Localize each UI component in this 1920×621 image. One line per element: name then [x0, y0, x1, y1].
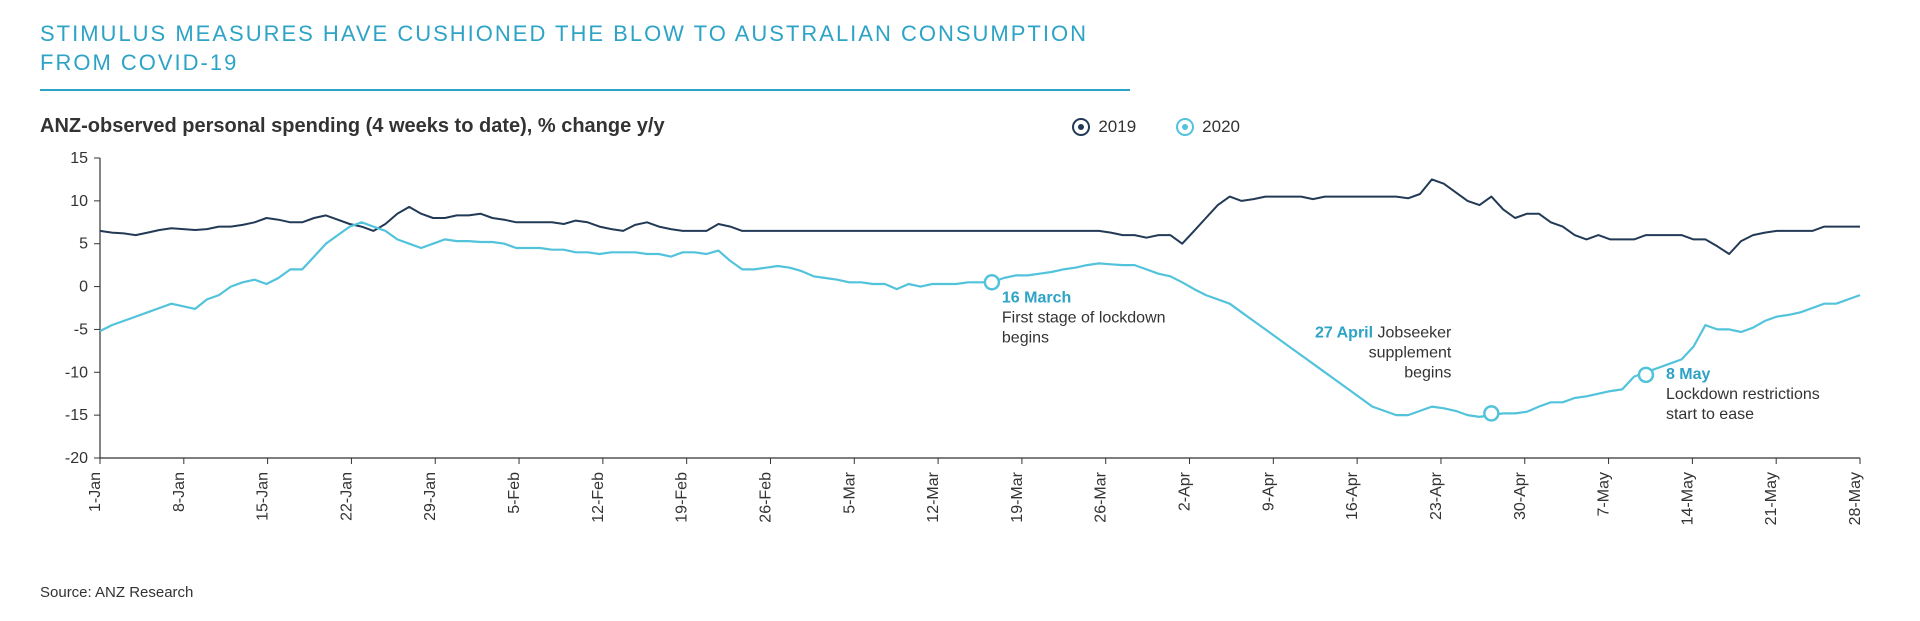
svg-text:12-Feb: 12-Feb [590, 472, 607, 523]
svg-text:23-Apr: 23-Apr [1428, 472, 1445, 521]
svg-text:-5: -5 [74, 322, 88, 339]
svg-text:16-Apr: 16-Apr [1344, 472, 1361, 521]
svg-text:19-Feb: 19-Feb [674, 472, 691, 523]
svg-text:-15: -15 [65, 407, 88, 424]
svg-text:10: 10 [70, 193, 88, 210]
legend-label: 2019 [1098, 117, 1136, 137]
chart-legend: 2019 2020 [1072, 117, 1240, 137]
svg-text:0: 0 [79, 279, 88, 296]
svg-text:begins: begins [1404, 365, 1451, 382]
chart-source: Source: ANZ Research [40, 584, 1880, 601]
svg-text:First stage of lockdown: First stage of lockdown [1002, 309, 1166, 326]
legend-marker-2019 [1072, 118, 1090, 136]
svg-text:-10: -10 [65, 364, 88, 381]
svg-text:1-Jan: 1-Jan [87, 472, 104, 512]
chart-svg: -20 -15 -10 -5 0 5 10 15 1-Jan 8-Jan 15-Jan 22-Jan 2… [40, 148, 1880, 578]
svg-text:26-Mar: 26-Mar [1093, 472, 1110, 523]
chart-title: STIMULUS MEASURES HAVE CUSHIONED THE BLO… [40, 20, 1880, 77]
chart-area: -20 -15 -10 -5 0 5 10 15 1-Jan 8-Jan 15-Jan 22-Jan 2… [40, 148, 1880, 578]
chart-title-line1: STIMULUS MEASURES HAVE CUSHIONED THE BLO… [40, 21, 1088, 46]
svg-text:supplement: supplement [1369, 345, 1452, 362]
svg-text:12-Mar: 12-Mar [925, 472, 942, 523]
svg-text:26-Feb: 26-Feb [757, 472, 774, 523]
svg-text:28-May: 28-May [1847, 472, 1864, 525]
subtitle-row: ANZ-observed personal spending (4 weeks … [40, 115, 1880, 138]
svg-text:8-Jan: 8-Jan [171, 472, 188, 512]
svg-text:8 May: 8 May [1666, 366, 1711, 383]
svg-text:15: 15 [70, 150, 88, 167]
svg-text:9-Apr: 9-Apr [1260, 472, 1277, 512]
svg-text:16 March: 16 March [1002, 289, 1071, 306]
chart-subtitle: ANZ-observed personal spending (4 weeks … [40, 115, 1072, 138]
svg-text:start to ease: start to ease [1666, 406, 1754, 423]
svg-text:14-May: 14-May [1679, 472, 1696, 525]
svg-text:5-Feb: 5-Feb [506, 472, 523, 514]
svg-text:2-Apr: 2-Apr [1177, 472, 1194, 512]
svg-text:15-Jan: 15-Jan [255, 472, 272, 521]
chart-title-line2: FROM COVID-19 [40, 50, 238, 75]
legend-label: 2020 [1202, 117, 1240, 137]
svg-text:30-Apr: 30-Apr [1512, 472, 1529, 521]
svg-text:5: 5 [79, 236, 88, 253]
svg-text:Lockdown restrictions: Lockdown restrictions [1666, 386, 1820, 403]
svg-text:begins: begins [1002, 329, 1049, 346]
svg-text:-20: -20 [65, 450, 88, 467]
svg-text:27 April Jobseeker: 27 April Jobseeker [1315, 325, 1452, 342]
title-rule [40, 89, 1130, 91]
svg-text:7-May: 7-May [1596, 472, 1613, 516]
svg-text:29-Jan: 29-Jan [422, 472, 439, 521]
svg-text:19-Mar: 19-Mar [1009, 472, 1026, 523]
legend-item-2020: 2020 [1176, 117, 1240, 137]
legend-marker-2020 [1176, 118, 1194, 136]
svg-text:22-Jan: 22-Jan [338, 472, 355, 521]
svg-text:5-Mar: 5-Mar [841, 472, 858, 514]
legend-item-2019: 2019 [1072, 117, 1136, 137]
svg-text:21-May: 21-May [1763, 472, 1780, 525]
